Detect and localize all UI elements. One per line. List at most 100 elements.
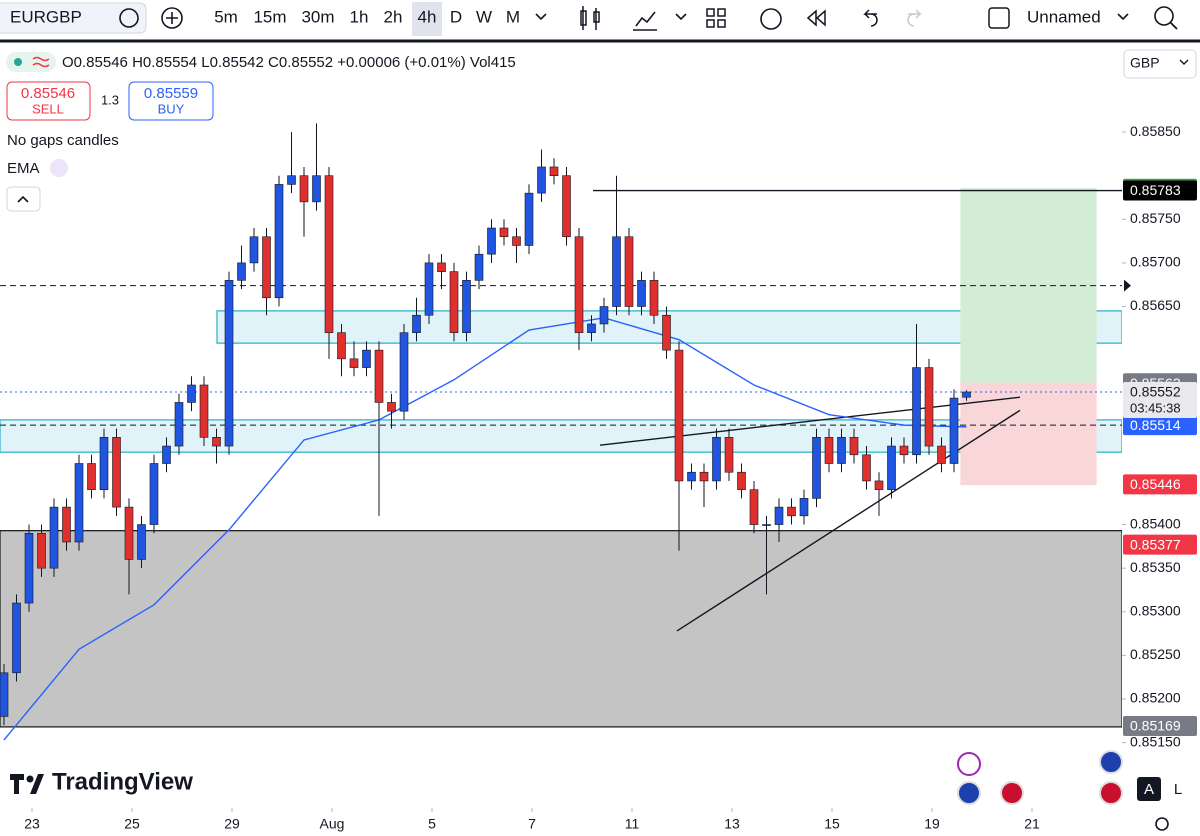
last-price-badge (1123, 381, 1197, 418)
timeframe[interactable]: 30m (301, 7, 334, 26)
price-badge (1123, 180, 1197, 201)
replay-icon[interactable] (806, 9, 826, 27)
candle-body (212, 437, 221, 447)
drawn-line (676, 409, 1021, 632)
auto-label[interactable]: A (1144, 781, 1154, 798)
x-tick-label: 11 (625, 816, 640, 832)
candle-body (887, 445, 896, 490)
candle-body (699, 471, 709, 482)
dropdown-icon[interactable] (535, 13, 547, 21)
sell-button[interactable] (6, 81, 91, 121)
compare-button[interactable] (161, 7, 183, 29)
candle-body (487, 227, 496, 255)
candle-body (337, 332, 346, 360)
buy-button[interactable] (128, 81, 214, 121)
candle-body (137, 524, 146, 560)
plus-icon (166, 12, 178, 24)
ohlc-close: C0.85552 (268, 54, 333, 71)
timeframe[interactable]: 5m (214, 7, 238, 26)
ohlc-legend: O0.85546 H0.85554 L0.85542 C0.85552 +0.0… (62, 54, 516, 71)
candle-body (912, 367, 921, 456)
layout-checkbox[interactable] (988, 7, 1010, 29)
candle-body (462, 280, 471, 333)
candle-body (849, 437, 859, 456)
uk-event-icon[interactable] (1000, 781, 1024, 805)
currency-box[interactable] (1123, 49, 1197, 79)
candle-body (174, 402, 184, 447)
symbol-box[interactable] (0, 2, 147, 34)
settings-icon[interactable] (1155, 817, 1169, 831)
symbol-icon[interactable] (119, 8, 139, 28)
candle-body (12, 602, 21, 674)
timeframe[interactable]: D (450, 7, 462, 26)
candle-body (837, 437, 846, 464)
indicator-label: No gaps candles (7, 132, 119, 149)
x-tick-label: 21 (1024, 816, 1040, 832)
candle-body (224, 280, 234, 447)
brand-name: TradingView (52, 768, 193, 795)
layout-name[interactable]: Unnamed (1027, 7, 1101, 26)
chart-type-icon[interactable] (580, 6, 600, 30)
countdown-label: 03:45:38 (1130, 400, 1181, 415)
eu-event-icon[interactable] (1099, 750, 1123, 774)
candle-body (899, 445, 909, 456)
x-tick-label: Aug (320, 816, 345, 832)
sell-label[interactable]: SELL (32, 101, 64, 116)
candle-body (449, 271, 459, 333)
toolbar: EURGBP 5m 15m 30m 1h 2h 4h D W M Unnamed (0, 0, 1200, 43)
price-badge-label: 0.85514 (1130, 417, 1181, 433)
y-tick-label: 0.85400 (1130, 515, 1181, 531)
dropdown-icon[interactable] (1117, 13, 1129, 21)
timeframe[interactable]: 2h (384, 7, 403, 26)
active-timeframe-bg (412, 2, 442, 36)
candle-body (499, 227, 509, 238)
buy-label[interactable]: BUY (158, 101, 185, 116)
status-dot (14, 58, 22, 66)
plot: 0.85850 0.85750 0.85700 0.85650 0.85400 0.853… (0, 44, 1200, 832)
sell-price[interactable]: 0.85546 (21, 85, 75, 102)
candle-body (162, 445, 171, 464)
candle-body (762, 524, 771, 526)
alert-icon[interactable] (760, 8, 782, 30)
candle-body (512, 236, 521, 246)
candle-body (324, 175, 334, 333)
candle-body (662, 314, 671, 351)
candle-body (574, 236, 584, 333)
event-icon[interactable] (957, 752, 981, 776)
search-icon[interactable] (1154, 6, 1174, 26)
candle-body (587, 323, 596, 333)
brand-logo (10, 774, 44, 794)
spread: 1.3 (101, 92, 119, 107)
timeframe[interactable]: 4h (418, 7, 437, 26)
layout-icon[interactable] (706, 8, 726, 28)
candle-body (437, 262, 446, 272)
collapse-button[interactable] (6, 186, 41, 212)
timeframe[interactable]: 1h (350, 7, 369, 26)
candle-body (787, 506, 796, 517)
dropdown-icon[interactable] (675, 13, 687, 21)
candle-body (287, 175, 296, 185)
price-badge-label: 0.85446 (1130, 476, 1181, 492)
candle-body (737, 471, 746, 490)
status-wave (32, 56, 50, 68)
timeframe[interactable]: W (476, 7, 492, 26)
y-tick-label: 0.85700 (1130, 254, 1181, 270)
ohlc-volume: Vol415 (470, 54, 516, 71)
dropdown-icon (1179, 59, 1189, 65)
redo-icon[interactable] (907, 9, 922, 27)
eu-event-icon[interactable] (957, 781, 981, 805)
uk-event-icon[interactable] (1099, 781, 1123, 805)
buy-price[interactable]: 0.85559 (144, 85, 198, 102)
y-tick-label: 0.85250 (1130, 646, 1181, 662)
currency[interactable]: GBP (1130, 55, 1160, 71)
candle-body (349, 358, 359, 368)
auto-button[interactable] (1137, 777, 1161, 801)
indicators-icon[interactable] (633, 11, 657, 31)
candle-body (774, 506, 784, 525)
undo-icon[interactable] (863, 9, 878, 27)
timeframe[interactable]: 15m (253, 7, 286, 26)
symbol[interactable]: EURGBP (10, 7, 82, 26)
timeframe[interactable]: M (506, 7, 520, 26)
candle-body (99, 437, 109, 490)
log-label[interactable]: L (1174, 781, 1182, 798)
